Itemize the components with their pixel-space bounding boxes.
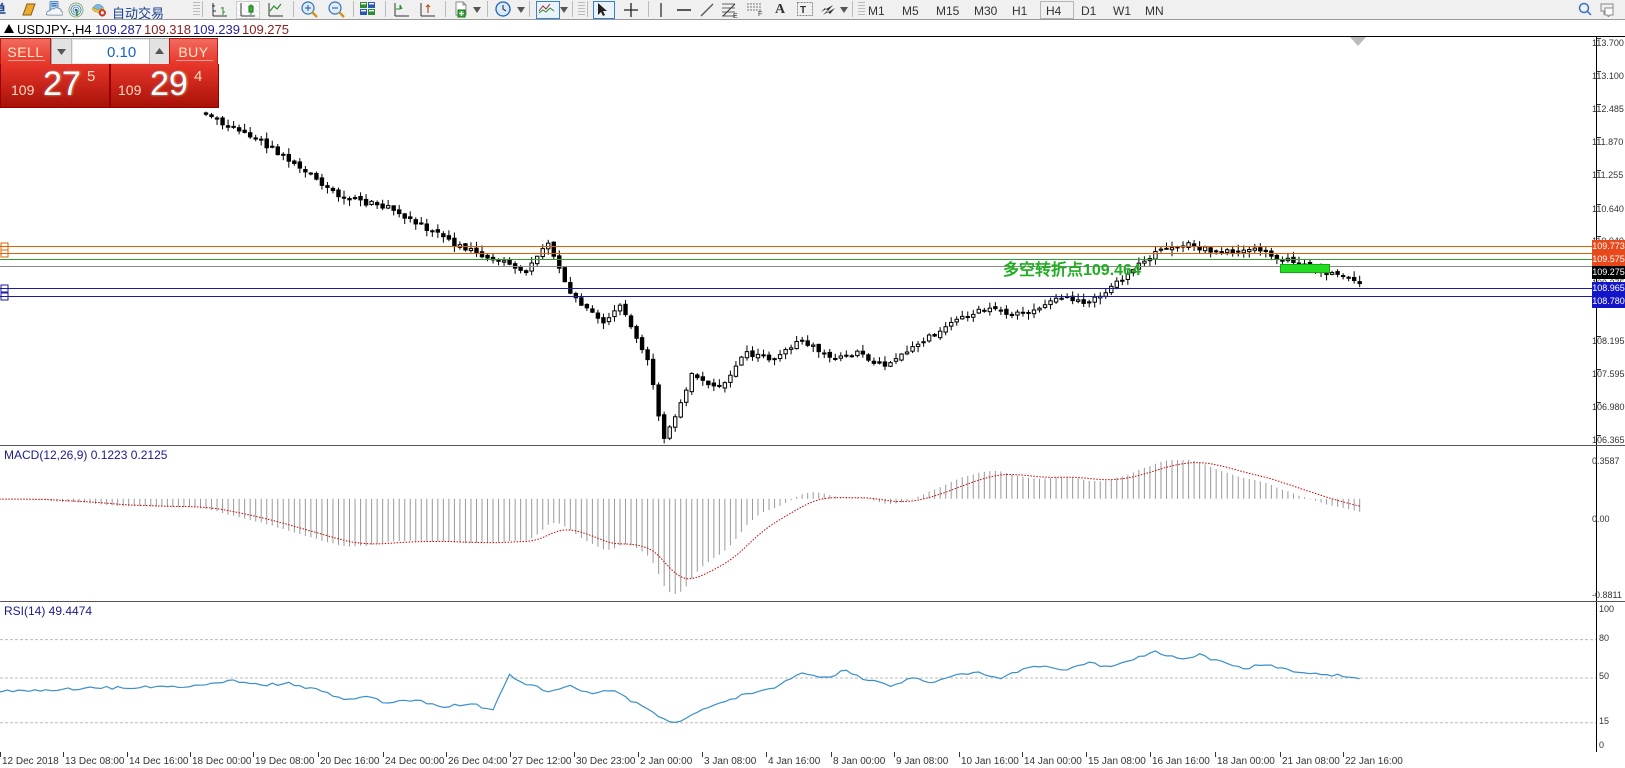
svg-text:E: E [733, 13, 738, 18]
svg-text:F: F [758, 11, 762, 17]
svg-text:T: T [800, 5, 806, 16]
